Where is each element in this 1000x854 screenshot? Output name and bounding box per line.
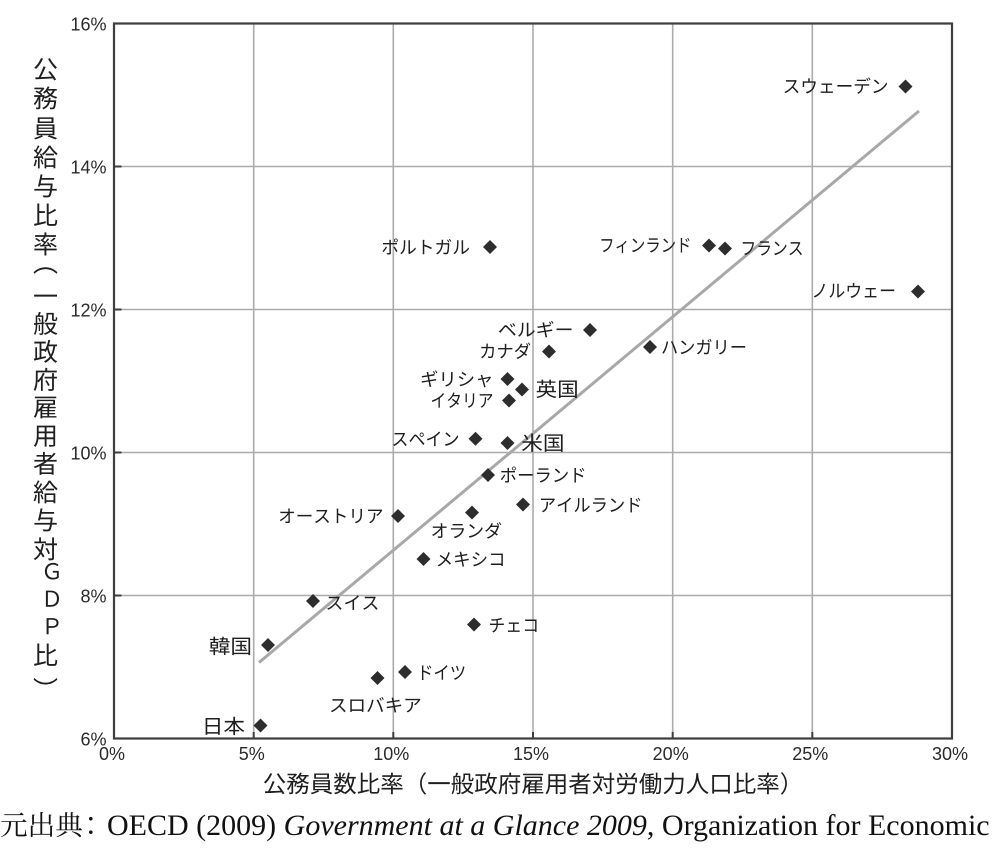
svg-text:8%: 8%	[80, 587, 106, 607]
svg-text:OECD (2009) Government at a Gl: OECD (2009) Government at a Glance 2009,…	[107, 809, 990, 842]
svg-text:0%: 0%	[99, 744, 125, 764]
svg-text:6%: 6%	[80, 730, 106, 750]
svg-text:30%: 30%	[932, 744, 968, 764]
svg-text:15%: 15%	[513, 744, 549, 764]
svg-text:14%: 14%	[70, 158, 106, 178]
svg-text:12%: 12%	[70, 301, 106, 321]
svg-text:16%: 16%	[70, 15, 106, 35]
svg-text:10%: 10%	[70, 444, 106, 464]
svg-text:10%: 10%	[373, 744, 409, 764]
svg-text:25%: 25%	[792, 744, 828, 764]
svg-text:5%: 5%	[239, 744, 265, 764]
svg-text:20%: 20%	[653, 744, 689, 764]
